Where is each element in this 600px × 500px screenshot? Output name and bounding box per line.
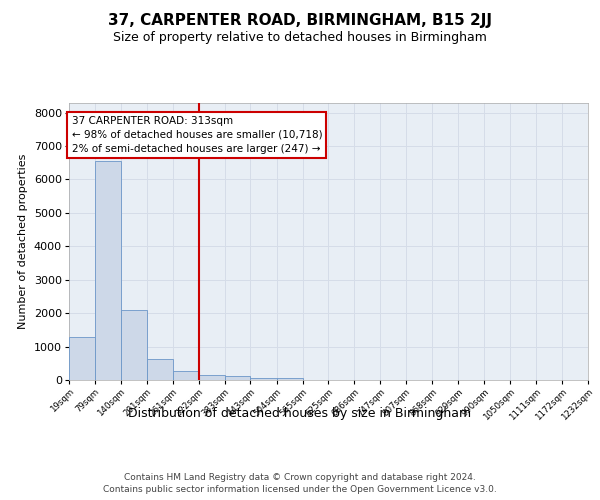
Bar [69,336,95,380]
Bar [95,161,121,380]
Text: Contains public sector information licensed under the Open Government Licence v3: Contains public sector information licen… [103,485,497,494]
Bar [173,371,199,380]
Bar [121,310,147,380]
Text: Distribution of detached houses by size in Birmingham: Distribution of detached houses by size … [128,408,472,420]
Bar [199,376,225,380]
Text: Size of property relative to detached houses in Birmingham: Size of property relative to detached ho… [113,31,487,44]
Bar [277,378,302,380]
Bar [225,376,250,380]
Text: 37, CARPENTER ROAD, BIRMINGHAM, B15 2JJ: 37, CARPENTER ROAD, BIRMINGHAM, B15 2JJ [108,12,492,28]
Text: 37 CARPENTER ROAD: 313sqm
← 98% of detached houses are smaller (10,718)
2% of se: 37 CARPENTER ROAD: 313sqm ← 98% of detac… [71,116,322,154]
Bar [250,378,277,380]
Y-axis label: Number of detached properties: Number of detached properties [19,154,28,329]
Bar [147,360,173,380]
Text: Contains HM Land Registry data © Crown copyright and database right 2024.: Contains HM Land Registry data © Crown c… [124,472,476,482]
